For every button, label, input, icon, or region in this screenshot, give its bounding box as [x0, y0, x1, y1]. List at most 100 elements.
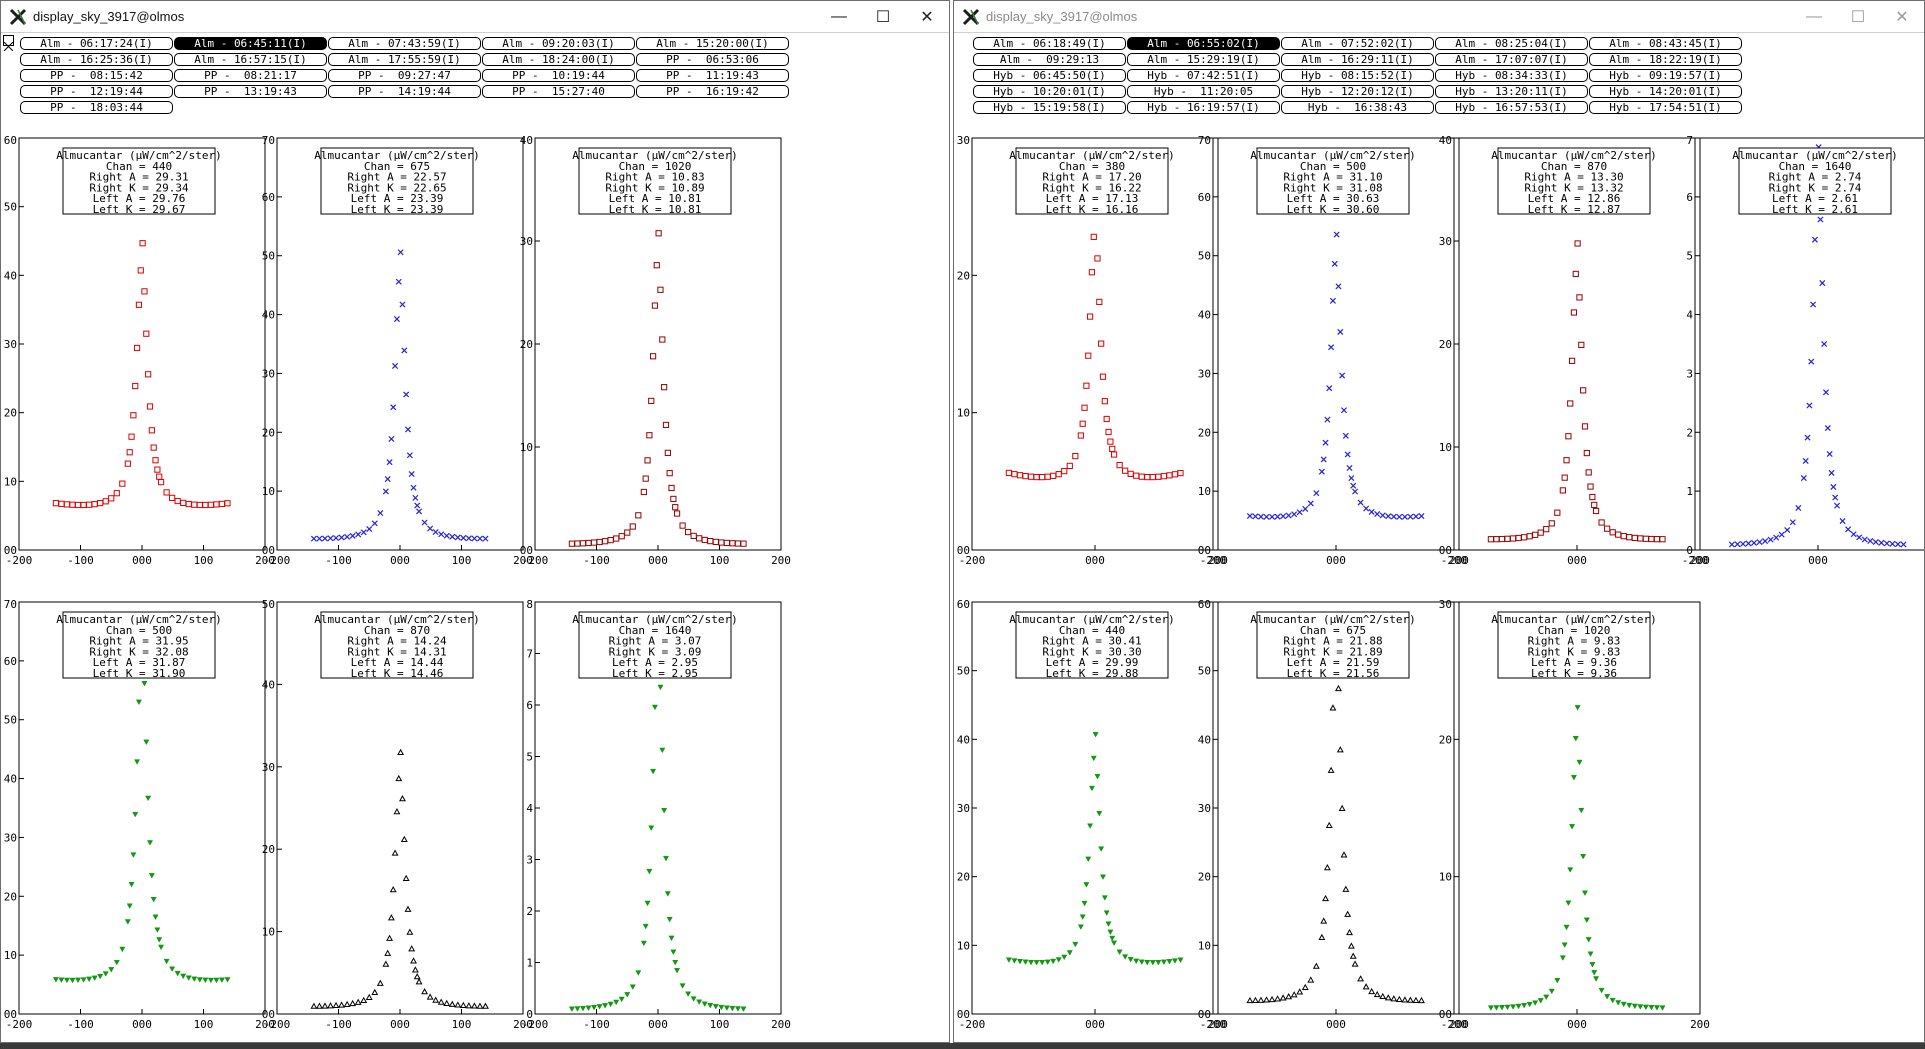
data-point: [113, 490, 120, 497]
observation-button[interactable]: PP - 09:27:47: [328, 69, 481, 82]
data-point: [1050, 472, 1057, 479]
observation-button[interactable]: Hyb - 09:19:57(I): [1589, 69, 1742, 82]
legend-heading: Almucantar (µW/cm^2/ster): [1491, 149, 1657, 162]
observation-button[interactable]: Hyb - 16:38:43: [1281, 101, 1434, 114]
observation-button[interactable]: PP - 08:15:42: [20, 69, 173, 82]
observation-button[interactable]: PP - 15:27:40: [482, 85, 635, 98]
observation-button[interactable]: Alm - 07:43:59(I): [328, 37, 481, 50]
observation-button[interactable]: Hyb - 17:54:51(I): [1589, 101, 1742, 114]
data-point: [310, 535, 317, 542]
data-point: [1099, 874, 1107, 880]
maximize-button[interactable]: ☐: [875, 8, 891, 26]
data-point: [146, 840, 154, 846]
observation-button[interactable]: Alm - 06:55:02(I): [1127, 37, 1280, 50]
observation-button[interactable]: Alm - 16:25:36(I): [20, 53, 173, 66]
data-point: [1363, 505, 1370, 512]
data-point: [1487, 1005, 1494, 1011]
legend-heading: Almucantar (µW/cm^2/ster): [572, 613, 738, 626]
observation-button[interactable]: Hyb - 08:15:52(I): [1281, 69, 1434, 82]
observation-button[interactable]: Hyb - 16:19:57(I): [1127, 101, 1280, 114]
observation-button[interactable]: PP - 14:19:44: [328, 85, 481, 98]
data-point: [1094, 774, 1101, 780]
data-point: [1407, 513, 1414, 520]
minimize-button[interactable]: —: [831, 7, 847, 25]
observation-button[interactable]: PP - 16:19:42: [636, 85, 789, 98]
data-point: [404, 905, 412, 912]
observation-button[interactable]: Alm - 16:29:11(I): [1281, 53, 1434, 66]
observation-button[interactable]: Alm - 08:43:45(I): [1589, 37, 1742, 50]
data-point: [1296, 988, 1304, 995]
data-point: [1090, 755, 1097, 762]
observation-button[interactable]: Alm - 18:22:19(I): [1589, 53, 1742, 66]
data-point: [371, 520, 378, 527]
minimize-button[interactable]: —: [1806, 7, 1822, 25]
observation-button[interactable]: Alm - 17:07:07(I): [1435, 53, 1588, 66]
observation-button[interactable]: Hyb - 12:20:12(I): [1281, 85, 1434, 98]
data-point: [1589, 962, 1596, 968]
observation-button[interactable]: Hyb - 14:20:01(I): [1589, 85, 1742, 98]
data-point: [1598, 519, 1605, 526]
observation-button[interactable]: Hyb - 06:45:50(I): [973, 69, 1126, 82]
observation-button[interactable]: Alm - 06:18:49(I): [973, 37, 1126, 50]
close-button[interactable]: ✕: [920, 8, 934, 26]
y-tick-label: 1: [1686, 485, 1693, 498]
data-point: [1587, 483, 1594, 490]
data-point: [1022, 959, 1029, 966]
observation-button[interactable]: Alm - 06:17:24(I): [20, 37, 173, 50]
observation-button[interactable]: Hyb - 13:20:11(I): [1435, 85, 1588, 98]
observation-button[interactable]: Hyb - 16:57:53(I): [1435, 101, 1588, 114]
y-tick-label: 60: [4, 134, 17, 147]
observation-button[interactable]: Alm - 18:24:00(I): [482, 53, 635, 66]
observation-button[interactable]: PP - 11:19:43: [636, 69, 789, 82]
close-button[interactable]: ✕: [1895, 8, 1909, 26]
observation-button[interactable]: PP - 10:19:44: [482, 69, 635, 82]
observation-button[interactable]: PP - 18:03:44: [20, 101, 173, 114]
window-titlebar[interactable]: display_sky_3917@olmos — ☐ ✕: [954, 1, 1924, 33]
observation-button[interactable]: Alm - 08:25:04(I): [1435, 37, 1588, 50]
observation-button[interactable]: Hyb - 07:42:51(I): [1127, 69, 1280, 82]
observation-button[interactable]: Alm - 07:52:02(I): [1281, 37, 1434, 50]
data-point: [1322, 439, 1329, 446]
y-tick-label: 20: [262, 426, 275, 439]
observation-button[interactable]: Alm - 15:20:00(I): [636, 37, 789, 50]
legend-left-k: Left K = 16.16: [1046, 203, 1139, 216]
data-point: [1166, 472, 1173, 479]
data-point: [1493, 1005, 1500, 1011]
data-point: [139, 240, 146, 247]
window-titlebar[interactable]: display_sky_3917@olmos — ☐ ✕: [1, 1, 949, 33]
observation-button[interactable]: PP - 06:53:06: [636, 53, 789, 66]
data-point: [1342, 432, 1349, 439]
data-point: [642, 475, 649, 482]
data-series: [310, 249, 489, 542]
legend-heading: Almucantar (µW/cm^2/ster): [56, 613, 222, 626]
data-point: [1567, 400, 1574, 407]
maximize-button[interactable]: ☐: [1850, 8, 1866, 26]
observation-button[interactable]: Hyb - 08:34:33(I): [1435, 69, 1588, 82]
data-point: [174, 497, 181, 505]
data-point: [649, 353, 657, 360]
data-point: [618, 533, 625, 540]
observation-button[interactable]: Hyb - 10:20:01(I): [973, 85, 1126, 98]
data-point: [670, 495, 677, 503]
data-point: [86, 501, 93, 508]
observation-button[interactable]: PP - 08:21:17: [174, 69, 327, 82]
data-point: [696, 535, 703, 542]
observation-button[interactable]: Alm - 09:20:03(I): [482, 37, 635, 50]
observation-button[interactable]: PP - 12:19:44: [20, 85, 173, 98]
observation-button[interactable]: Alm - 15:29:19(I): [1127, 53, 1280, 66]
observation-button[interactable]: Alm - 09:29:13: [973, 53, 1126, 66]
data-point: [1589, 493, 1596, 501]
close-box-icon[interactable]: [3, 35, 14, 52]
x-tick-label: 000: [132, 1018, 152, 1031]
data-point: [387, 914, 395, 921]
observation-button[interactable]: Hyb - 15:19:58(I): [973, 101, 1126, 114]
data-point: [1734, 541, 1741, 548]
observation-button[interactable]: Hyb - 11:20:05: [1127, 85, 1280, 98]
observation-button[interactable]: Alm - 16:57:15(I): [174, 53, 327, 66]
y-tick-label: 50: [262, 598, 275, 611]
data-point: [629, 523, 636, 530]
observation-button[interactable]: Alm - 06:45:11(I): [174, 37, 327, 50]
observation-button[interactable]: PP - 13:19:43: [174, 85, 327, 98]
observation-button[interactable]: Alm - 17:55:59(I): [328, 53, 481, 66]
legend-right-a: Right A = 29.31: [89, 171, 188, 184]
